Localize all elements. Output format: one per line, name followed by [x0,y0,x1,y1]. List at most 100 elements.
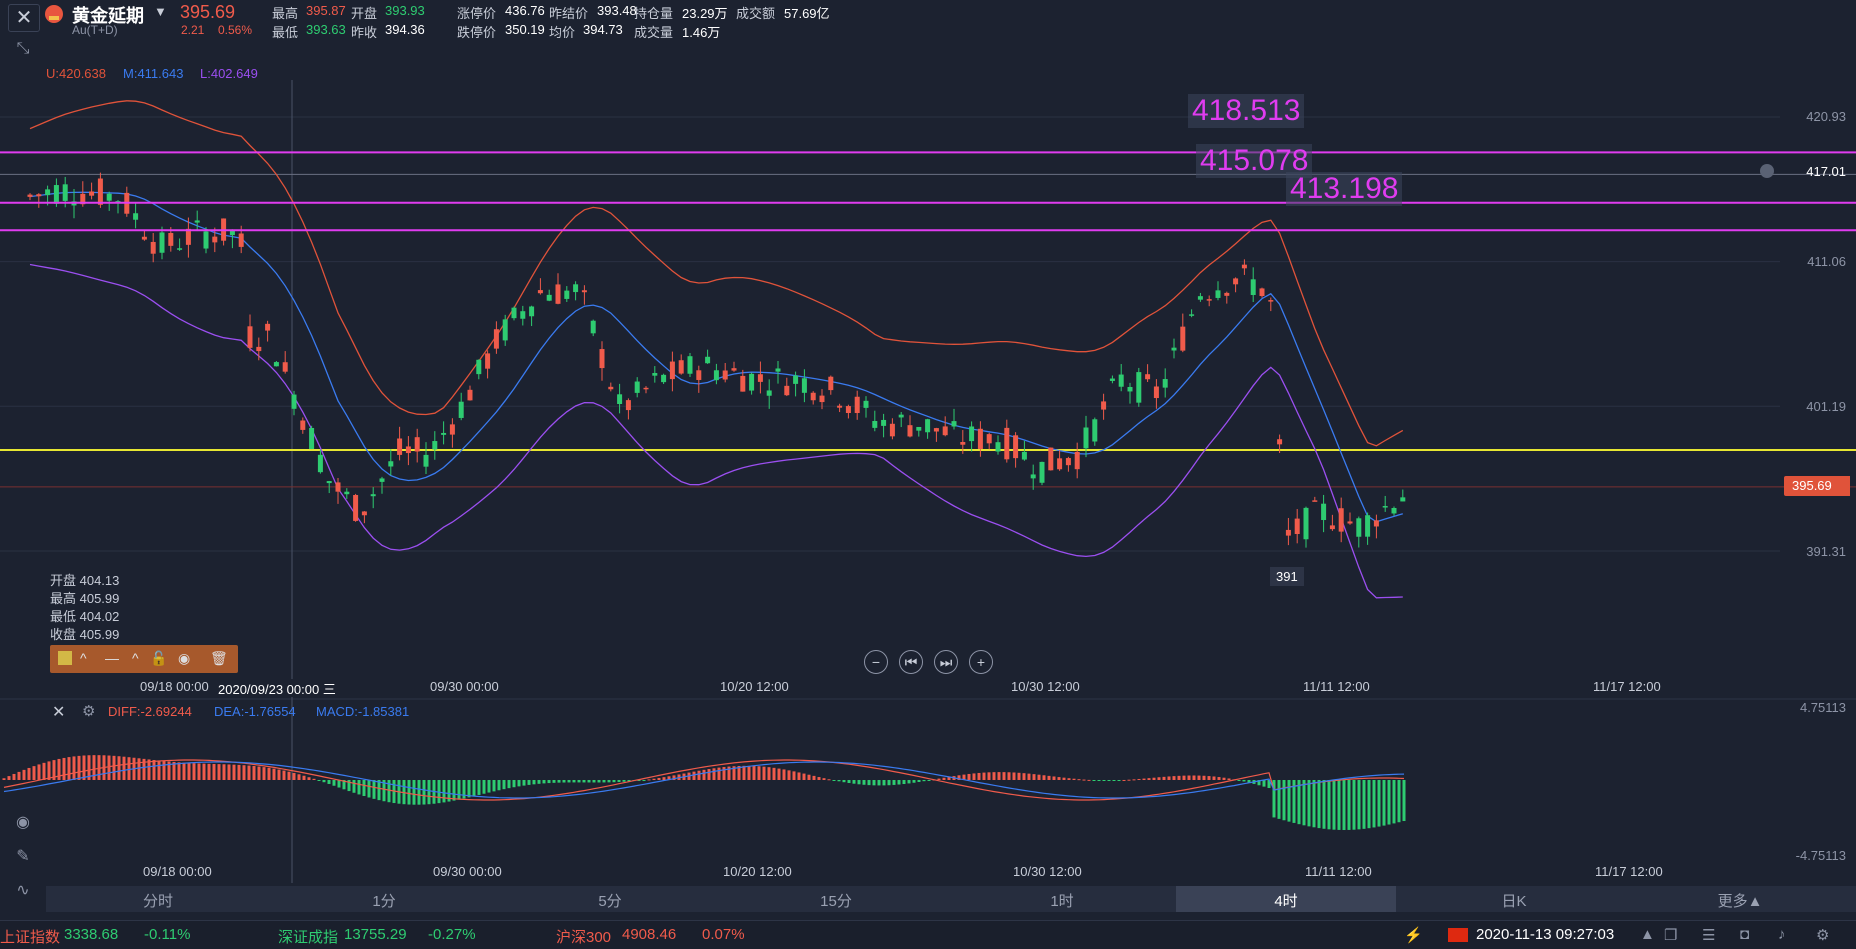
candle-body [291,394,297,409]
candle-body [801,378,807,393]
candle-body [1030,474,1036,479]
macd-diff-legend: DIFF:-2.69244 [108,704,192,719]
boll-mid-legend: M:411.643 [123,66,184,81]
candle-body [89,191,95,196]
macd-bar [872,780,876,786]
eye-icon[interactable]: ◉ [178,650,191,666]
close-button[interactable]: ✕ [8,4,40,32]
candle-body [810,392,816,401]
boll-upper-line [29,100,1404,447]
macd-bar [207,763,211,780]
quote-label: 最高 [272,6,299,21]
macd-bar [907,780,911,784]
candlestick-chart[interactable] [0,80,1856,680]
network-icon[interactable]: ⚡ [1404,927,1423,944]
index-name[interactable]: 沪深300 [556,929,612,946]
close-icon[interactable]: ✕ [52,704,66,721]
color-swatch[interactable] [58,651,72,665]
pencil-icon[interactable]: ✎ [16,848,30,865]
instrument-name[interactable]: 黄金延期 [72,6,144,26]
hline-label[interactable]: 413.198 [1286,172,1403,206]
candle-body [370,494,376,497]
hline-label[interactable]: 418.513 [1188,94,1305,128]
crosshair-time-label: 2020/09/23 00:00 三 [218,679,336,698]
unlock-icon[interactable]: 🔓 [150,650,168,666]
macd-bar [1172,776,1176,780]
status-bar: 上证指数 3338.68 -0.11% 深证成指 13755.29 -0.27%… [0,920,1856,949]
index-name[interactable]: 上证指数 [0,929,61,946]
macd-bar [247,765,251,780]
zoom-in-button[interactable]: + [969,650,993,674]
tab-timeframe[interactable]: 15分 [820,893,852,910]
macd-bar [1362,780,1366,829]
tab-more[interactable]: 更多▲ [1717,893,1763,910]
scroll-end-button[interactable]: ⏭ [934,650,958,674]
candle-body [1241,264,1247,269]
macd-bar [477,780,481,795]
indicator-icon[interactable]: ◉ [16,814,30,831]
hline-label[interactable]: 415.078 [1196,144,1313,178]
macd-bar [1197,775,1201,780]
time-tick: 10/30 12:00 [1011,679,1080,694]
price-change-pct: 0.56% [218,23,253,37]
macd-bar [782,769,786,780]
chevron-up-icon[interactable]: ▲ [1640,926,1655,943]
macd-bar [1052,776,1056,780]
camera-icon[interactable]: ◘ [1740,926,1750,943]
macd-bar [502,780,506,790]
volume-icon[interactable]: ♪ [1778,926,1786,943]
macd-bar [1377,780,1381,827]
macd-bar [1347,780,1351,830]
line-style-icon[interactable]: — [105,650,119,666]
index-name[interactable]: 深证成指 [278,929,339,946]
chevron-down-icon[interactable]: ▼ [154,4,167,19]
tab-timeframe[interactable]: 5分 [598,893,622,910]
candle-body [1373,520,1379,527]
gear-icon[interactable]: ⚙ [82,703,96,720]
candle-body [1206,299,1212,301]
macd-bar [257,766,261,780]
macd-bar [542,780,546,784]
macd-bar [732,766,736,780]
window-icon[interactable]: ❐ [1664,927,1678,944]
macd-tick-bottom: -4.75113 [1795,848,1846,863]
candle-body [493,329,499,349]
candle-body [185,228,191,245]
scroll-start-button[interactable]: ⏮ [899,650,923,674]
expand-icon[interactable]: ⤡ [16,40,30,57]
tab-timeframe[interactable]: 1分 [372,893,396,910]
quote-value: 1.46万 [682,25,721,40]
bell-icon[interactable] [1760,164,1774,178]
candle-body [643,387,649,390]
quote-label: 昨结价 [549,6,589,21]
macd-bar [1132,779,1136,781]
macd-bar [57,758,61,780]
macd-bar [1062,777,1066,780]
macd-bar [992,772,996,780]
candle-body [1101,401,1107,410]
settings-icon[interactable]: ⚙ [1816,927,1830,944]
macd-chart[interactable] [0,697,1856,883]
tab-timeframe[interactable]: 分时 [142,893,173,910]
macd-bar [1057,777,1061,780]
macd-bar [582,780,586,783]
trash-icon[interactable]: 🗑 [210,650,228,666]
ohlc-high: 最高 405.99 [50,591,120,606]
macd-bar [747,765,751,780]
index-change: 0.07% [702,926,745,943]
candle-body [837,405,843,408]
last-price-tag: 395.69 [1784,476,1850,496]
candle-body [53,185,59,204]
macd-bar [342,780,346,790]
macd-bar [312,778,316,780]
chevron-up-icon[interactable]: ^ [132,650,139,666]
menu-icon[interactable]: ☰ [1702,927,1716,944]
zoom-out-button[interactable]: − [864,650,888,674]
chevron-up-icon[interactable]: ^ [80,650,87,666]
tab-timeframe[interactable]: 1时 [1050,893,1074,910]
tab-timeframe-active[interactable]: 4时 [1274,893,1298,910]
macd-bar [182,762,186,780]
tab-timeframe[interactable]: 日K [1501,893,1527,910]
macd-bar [602,780,606,783]
line-chart-icon[interactable]: ∿ [16,882,30,899]
